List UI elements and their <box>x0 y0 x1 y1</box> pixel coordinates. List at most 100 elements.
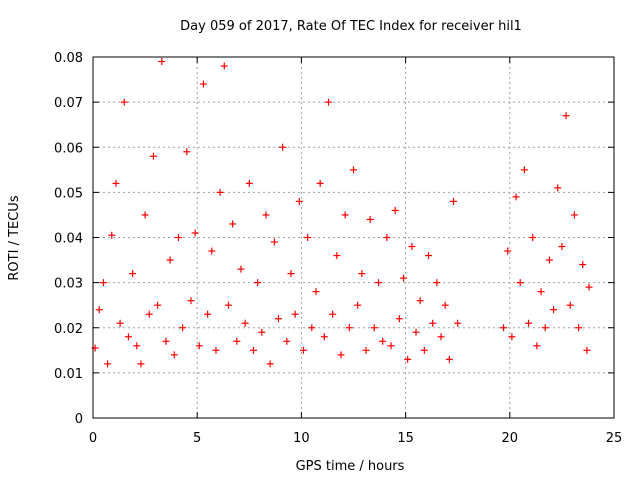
data-point <box>287 270 295 278</box>
data-point <box>529 234 537 241</box>
x-tick-label: 10 <box>293 431 310 446</box>
data-point <box>299 346 307 354</box>
data-point <box>199 80 207 88</box>
data-point <box>504 247 512 255</box>
data-point <box>274 315 282 323</box>
y-tick-label: 0.05 <box>54 186 83 201</box>
data-point <box>320 333 328 341</box>
y-tick-label: 0.06 <box>54 141 83 156</box>
data-point <box>537 288 545 296</box>
x-axis-label: GPS time / hours <box>296 459 405 474</box>
data-point <box>370 324 378 332</box>
data-point <box>441 301 449 309</box>
data-point <box>333 252 341 260</box>
data-point <box>337 351 345 359</box>
data-point <box>383 234 391 241</box>
data-point <box>583 346 591 354</box>
data-point <box>124 333 132 341</box>
y-axis-label: ROTI / TECUs <box>7 195 22 280</box>
data-point <box>395 315 403 323</box>
data-point <box>229 220 237 228</box>
ticks-layer: 0 5 10 15 20 25 0 0.01 0.02 0.03 0.04 0.05 0.06 0.07 0… <box>54 51 622 446</box>
data-point <box>450 197 458 205</box>
data-point <box>291 310 299 318</box>
data-point <box>141 211 149 219</box>
data-point <box>183 148 191 156</box>
data-point <box>241 319 249 327</box>
data-point <box>366 215 374 223</box>
data-point <box>420 346 428 354</box>
data-point <box>550 306 558 314</box>
data-point <box>245 179 253 187</box>
data-point <box>145 310 153 318</box>
data-point <box>220 62 228 70</box>
data-point <box>585 283 593 291</box>
data-point <box>108 231 116 239</box>
data-point <box>191 229 199 237</box>
data-point <box>249 346 257 354</box>
points-layer <box>91 58 593 368</box>
data-point <box>262 211 270 219</box>
data-point <box>412 328 420 336</box>
data-point <box>429 319 437 327</box>
data-point <box>408 243 416 251</box>
x-tick-label: 5 <box>193 431 201 446</box>
data-point <box>195 342 203 350</box>
data-point <box>258 328 266 336</box>
data-point <box>170 351 178 359</box>
data-point <box>137 360 145 368</box>
labels-layer: Day 059 of 2017, Rate Of TEC Index for r… <box>7 19 522 474</box>
data-point <box>425 252 433 260</box>
data-point <box>295 197 303 205</box>
data-point <box>500 324 508 332</box>
data-point <box>204 310 212 318</box>
data-point <box>120 98 128 106</box>
data-point <box>162 337 170 345</box>
data-point <box>266 360 274 368</box>
data-point <box>416 297 424 305</box>
data-point <box>233 337 241 345</box>
data-point <box>375 279 383 287</box>
data-point <box>270 238 278 246</box>
data-point <box>545 256 553 264</box>
data-point <box>387 342 395 350</box>
data-point <box>329 310 337 318</box>
data-point <box>308 324 316 332</box>
data-point <box>525 319 533 327</box>
data-point <box>304 234 312 241</box>
data-point <box>520 166 528 174</box>
x-tick-label: 15 <box>397 431 414 446</box>
data-point <box>174 234 182 241</box>
data-point <box>508 333 516 341</box>
data-point <box>354 301 362 309</box>
data-point <box>154 301 162 309</box>
y-tick-label: 0.04 <box>54 232 83 247</box>
x-tick-label: 20 <box>502 431 519 446</box>
data-point <box>166 256 174 264</box>
data-point <box>400 274 408 282</box>
data-point <box>212 346 220 354</box>
data-point <box>404 355 412 363</box>
data-point <box>279 143 287 151</box>
data-point <box>445 355 453 363</box>
data-point <box>129 270 137 278</box>
data-point <box>575 324 583 332</box>
data-point <box>158 58 166 66</box>
data-point <box>224 301 232 309</box>
y-tick-label: 0.01 <box>54 367 83 382</box>
y-tick-label: 0.08 <box>54 51 83 66</box>
data-point <box>391 206 399 214</box>
chart-title: Day 059 of 2017, Rate Of TEC Index for r… <box>180 19 522 34</box>
data-point <box>566 301 574 309</box>
data-point <box>379 337 387 345</box>
data-point <box>95 306 103 314</box>
data-point <box>179 324 187 332</box>
y-tick-label: 0.03 <box>54 277 83 292</box>
data-point <box>433 279 441 287</box>
data-point <box>350 166 357 174</box>
data-point <box>358 270 366 278</box>
data-point <box>541 324 549 332</box>
data-point <box>112 179 120 187</box>
